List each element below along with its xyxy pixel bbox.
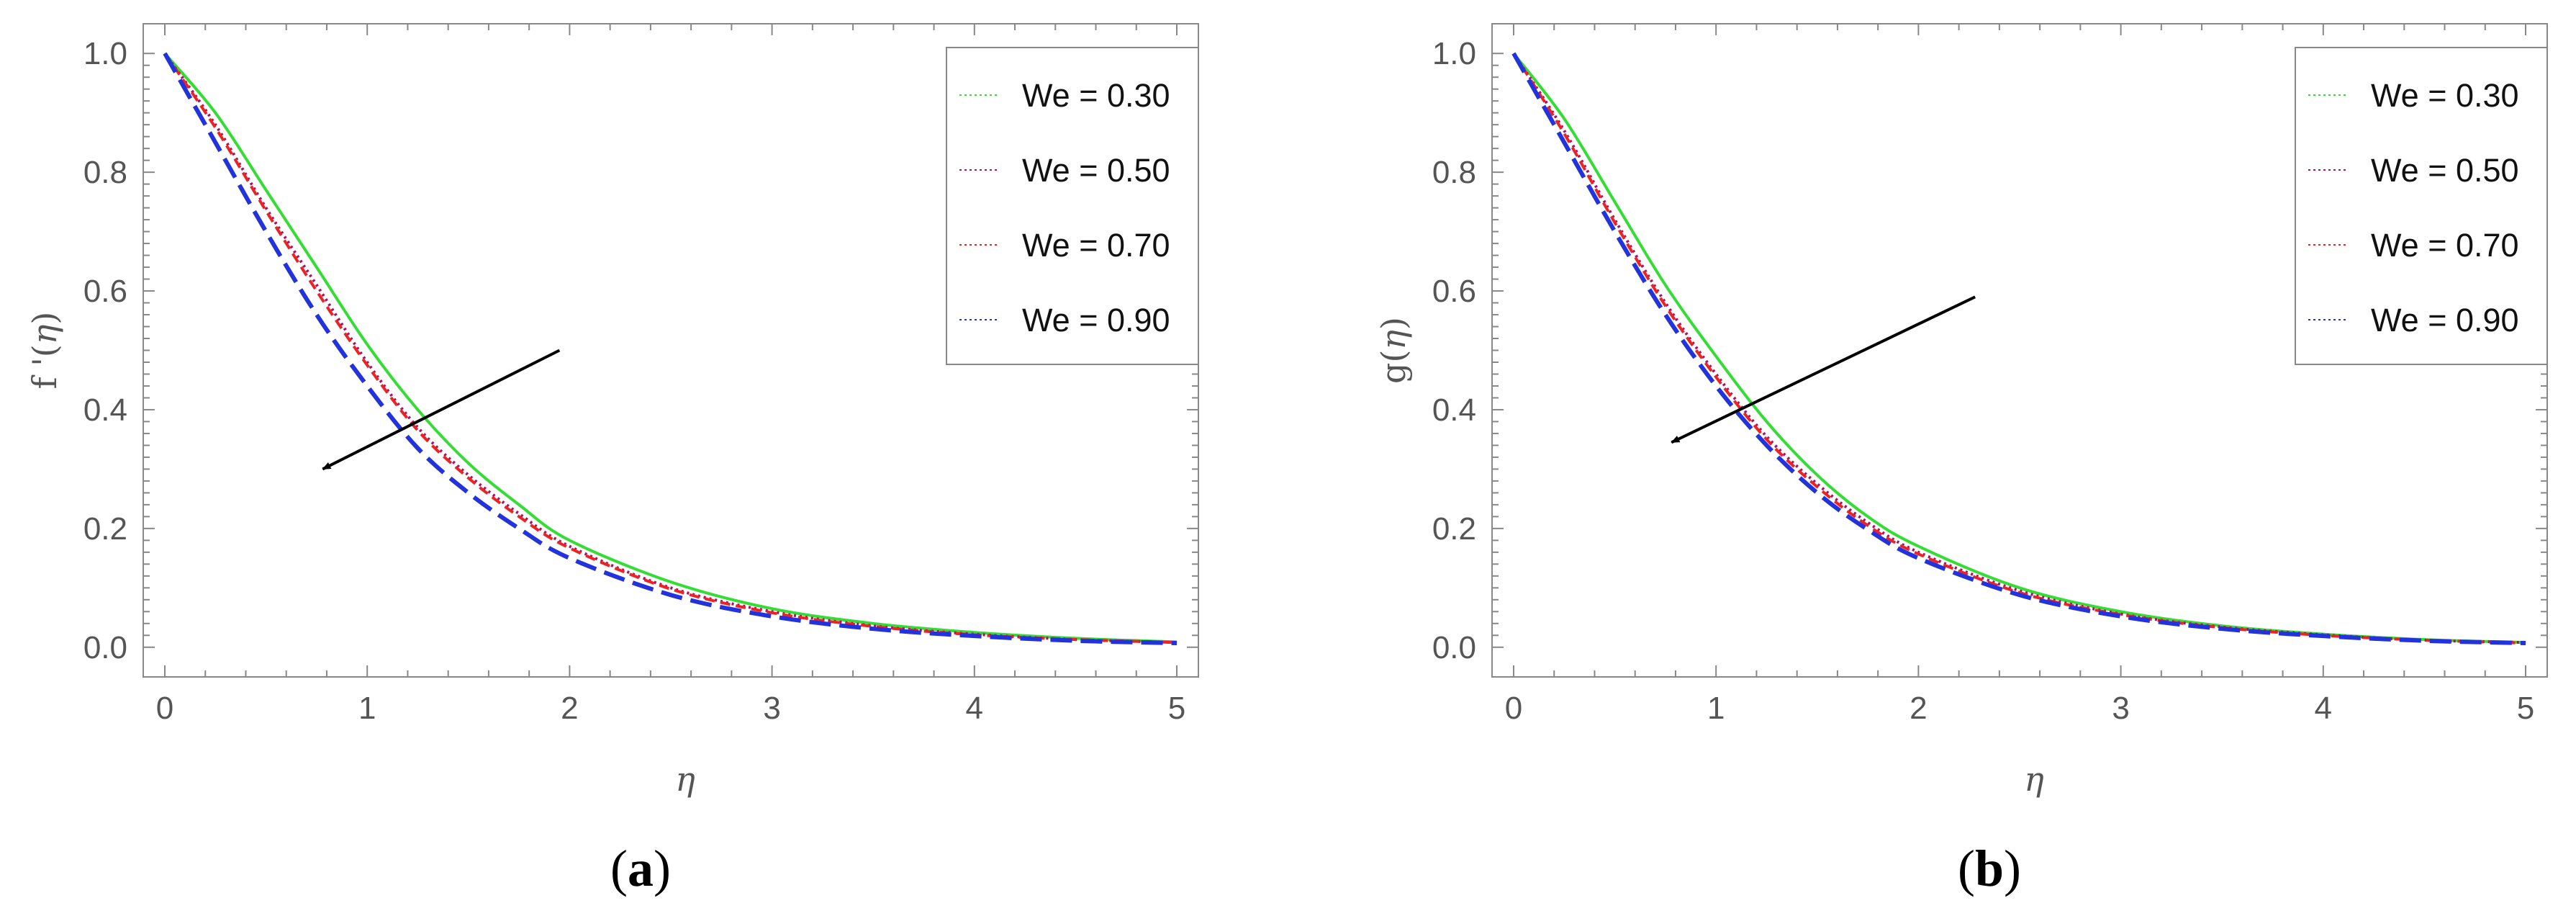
x-tick-label: 1 (358, 691, 376, 726)
y-tick-label: 0.6 (1432, 274, 1476, 309)
y-tick-label: 0.2 (1432, 511, 1476, 547)
caption-open: ( (1958, 840, 1975, 897)
y-axis-label: g(η) (1374, 317, 1413, 384)
y-axis-label-prefix: g( (1374, 350, 1413, 384)
legend-entry: We = 0.30 (1022, 77, 1170, 114)
y-tick-label: 0.6 (83, 274, 127, 309)
trend-arrow (1671, 295, 1976, 444)
caption-close: ) (654, 840, 671, 897)
y-tick-label: 0.0 (1432, 630, 1476, 665)
y-tick-label: 0.8 (1432, 155, 1476, 190)
legend-entry: We = 0.70 (2371, 227, 2519, 264)
x-tick-label: 5 (1168, 691, 1185, 726)
y-tick-label: 1.0 (1432, 36, 1476, 71)
y-tick-label: 0.8 (83, 155, 127, 190)
legend-box (2295, 47, 2548, 365)
panel-b: 0 1 2 3 4 50.00.20.40.60.81.0ηg(η)We = 0.30We… (1374, 23, 2548, 897)
y-axis-label-var: η (25, 324, 64, 344)
legend-entry: We = 0.50 (2371, 152, 2519, 189)
x-tick-label: 0 (1505, 691, 1522, 726)
x-tick-label: 2 (1910, 691, 1927, 726)
y-axis-label: f '(η) (25, 312, 64, 390)
legend-box (946, 47, 1199, 365)
y-tick-label: 1.0 (83, 36, 127, 71)
x-tick-label: 3 (2112, 691, 2129, 726)
series-line (1512, 53, 2526, 645)
panel-caption: (b) (1958, 840, 2021, 897)
legend-entry: We = 0.90 (2371, 302, 2519, 338)
x-tick-label: 4 (2315, 691, 2332, 726)
y-axis-label-suffix: ) (1374, 317, 1413, 330)
y-axis-label-prefix: f '( (25, 344, 64, 389)
x-tick-label: 0 (156, 691, 173, 726)
series-line (163, 53, 1178, 645)
series-line (1511, 52, 2526, 645)
caption-open: ( (610, 840, 628, 897)
y-axis-label-suffix: ) (25, 312, 64, 325)
x-axis-label: η (2024, 760, 2044, 799)
panel-caption: (a) (610, 840, 671, 897)
y-tick-label: 0.0 (83, 630, 127, 665)
x-tick-label: 2 (561, 691, 578, 726)
y-tick-label: 0.2 (83, 511, 127, 547)
legend-entry: We = 0.50 (1022, 152, 1170, 189)
panel-a: 0 1 2 3 4 50.00.20.40.60.81.0ηf '(η)We = 0.30… (25, 23, 1199, 897)
caption-letter: b (1975, 840, 2004, 897)
series-line (163, 52, 1178, 644)
trend-arrow (322, 349, 561, 471)
series-line (163, 52, 1178, 645)
legend-entry: We = 0.70 (1022, 227, 1170, 264)
x-tick-label: 3 (763, 691, 780, 726)
y-tick-label: 0.4 (83, 392, 127, 428)
x-axis-label: η (675, 760, 695, 799)
caption-letter: a (628, 840, 654, 897)
x-tick-label: 1 (1707, 691, 1725, 726)
y-axis-label-var: η (1374, 330, 1413, 350)
x-tick-label: 4 (966, 691, 983, 726)
caption-close: ) (2004, 840, 2021, 897)
legend-entry: We = 0.30 (2371, 77, 2519, 114)
legend-entry: We = 0.90 (1022, 302, 1170, 338)
y-tick-label: 0.4 (1432, 392, 1476, 428)
x-tick-label: 5 (2517, 691, 2534, 726)
